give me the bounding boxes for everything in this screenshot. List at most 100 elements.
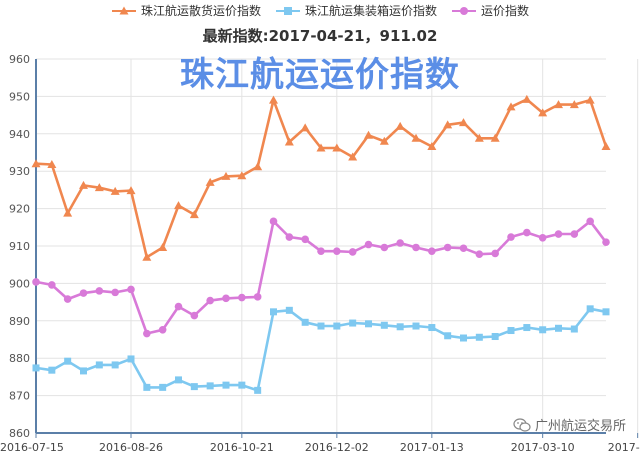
chart-title: 珠江航运运价指数 <box>180 55 460 95</box>
composite-series-point <box>348 248 357 256</box>
container-series-point <box>444 332 452 340</box>
y-tick-label: 860 <box>9 427 30 440</box>
bulk-series-point <box>522 94 532 103</box>
container-series-point <box>285 306 293 314</box>
x-tick-label: 2017-04-21 <box>608 441 640 454</box>
composite-series-point <box>364 240 373 249</box>
legend-square-marker-icon <box>275 6 300 15</box>
y-tick-label: 950 <box>9 90 30 103</box>
composite-series-point <box>111 288 119 297</box>
composite-series-point <box>602 238 610 246</box>
container-series-point <box>238 381 246 389</box>
container-series-point <box>80 367 87 375</box>
bulk-series-point <box>395 121 405 130</box>
container-series-point <box>475 333 483 341</box>
container-series-point <box>143 383 151 391</box>
bulk-series-point <box>443 120 453 129</box>
composite-series-point <box>412 243 420 252</box>
composite-series-point <box>222 294 230 303</box>
container-series-point <box>333 322 341 330</box>
bulk-series-point <box>427 142 437 151</box>
composite-series-point <box>269 217 278 226</box>
composite-series-point <box>285 233 294 241</box>
container-series-point <box>586 305 594 313</box>
bulk-series-point <box>110 186 120 195</box>
y-tick-label: 960 <box>9 53 30 66</box>
bulk-series-point <box>142 252 152 261</box>
bulk-series-point <box>379 136 389 145</box>
composite-series-point <box>491 249 499 258</box>
container-series-point <box>507 327 515 335</box>
composite-series-point <box>317 247 325 256</box>
composite-series-point <box>301 235 309 244</box>
bulk-series-point <box>459 118 468 127</box>
composite-series-point <box>190 311 199 320</box>
composite-series-point <box>459 244 468 253</box>
composite-series-point <box>554 230 563 238</box>
legend-item-composite[interactable]: 运价指数 <box>451 2 529 19</box>
y-tick-label: 890 <box>9 315 30 328</box>
y-tick-label: 880 <box>9 352 30 365</box>
bulk-series-point <box>364 130 373 139</box>
container-series-point <box>491 333 499 341</box>
legend-label-composite: 运价指数 <box>481 4 530 18</box>
container-series-point <box>254 386 262 394</box>
x-tick-label: 2016-12-02 <box>305 441 369 454</box>
y-tick-label: 870 <box>9 390 30 403</box>
bulk-series-point <box>158 242 168 251</box>
legend-item-container[interactable]: 珠江航运集装箱运价指数 <box>275 2 437 19</box>
composite-series-point <box>443 243 452 252</box>
container-series-point <box>159 383 167 391</box>
bulk-series-point <box>474 133 484 142</box>
container-series-point <box>301 318 309 326</box>
container-series-point <box>412 322 420 330</box>
bulk-series-point <box>569 100 579 109</box>
composite-series-point <box>253 293 262 301</box>
composite-series-point <box>238 293 246 302</box>
y-tick-label: 910 <box>9 240 30 253</box>
bulk-series-point <box>31 159 41 168</box>
container-series-point <box>111 361 119 369</box>
chart-legend: 珠江航运散货运价指数 珠江航运集装箱运价指数 运价指数 <box>0 2 640 19</box>
container-series-point <box>365 320 372 328</box>
container-series-point <box>190 383 198 391</box>
composite-series-point <box>48 281 56 289</box>
x-tick-label: 2016-07-15 <box>0 441 64 454</box>
composite-series-point <box>158 325 167 334</box>
container-series-point <box>222 381 230 389</box>
container-series-point <box>539 326 547 334</box>
bulk-series-point <box>348 152 358 161</box>
y-tick-label: 920 <box>9 203 30 216</box>
container-series-point <box>349 319 357 327</box>
container-series-point <box>32 364 40 372</box>
composite-series-point <box>586 217 594 226</box>
composite-series-point <box>570 230 579 238</box>
bulk-series-point <box>174 201 183 210</box>
legend-triangle-marker-icon <box>111 6 136 14</box>
composite-series-point <box>380 243 389 252</box>
legend-label-bulk: 珠江航运散货运价指数 <box>140 4 261 18</box>
x-tick-label: 2016-08-26 <box>99 441 163 454</box>
composite-series-point <box>174 302 183 311</box>
x-tick-label: 2017-03-10 <box>511 441 575 454</box>
composite-series-point <box>333 247 341 256</box>
legend-item-bulk[interactable]: 珠江航运散货运价指数 <box>111 2 261 19</box>
y-tick-label: 930 <box>9 165 30 178</box>
bulk-series-point <box>506 102 516 111</box>
bulk-series-point <box>490 133 500 142</box>
bulk-series-point <box>300 123 310 132</box>
bulk-series-point <box>205 177 215 186</box>
composite-series-point <box>475 250 484 259</box>
bulk-series-point <box>601 142 611 151</box>
bulk-series-point <box>316 143 326 152</box>
legend-label-container: 珠江航运集装箱运价指数 <box>304 4 437 18</box>
container-series-point <box>380 321 388 329</box>
bulk-series-point <box>554 100 563 109</box>
bulk-series-point <box>221 171 231 180</box>
composite-series-point <box>95 287 104 295</box>
container-series-point <box>428 324 436 332</box>
bulk-series-point <box>253 162 263 171</box>
bulk-series-point <box>79 180 88 189</box>
x-tick-label: 2016-10-21 <box>210 441 274 454</box>
